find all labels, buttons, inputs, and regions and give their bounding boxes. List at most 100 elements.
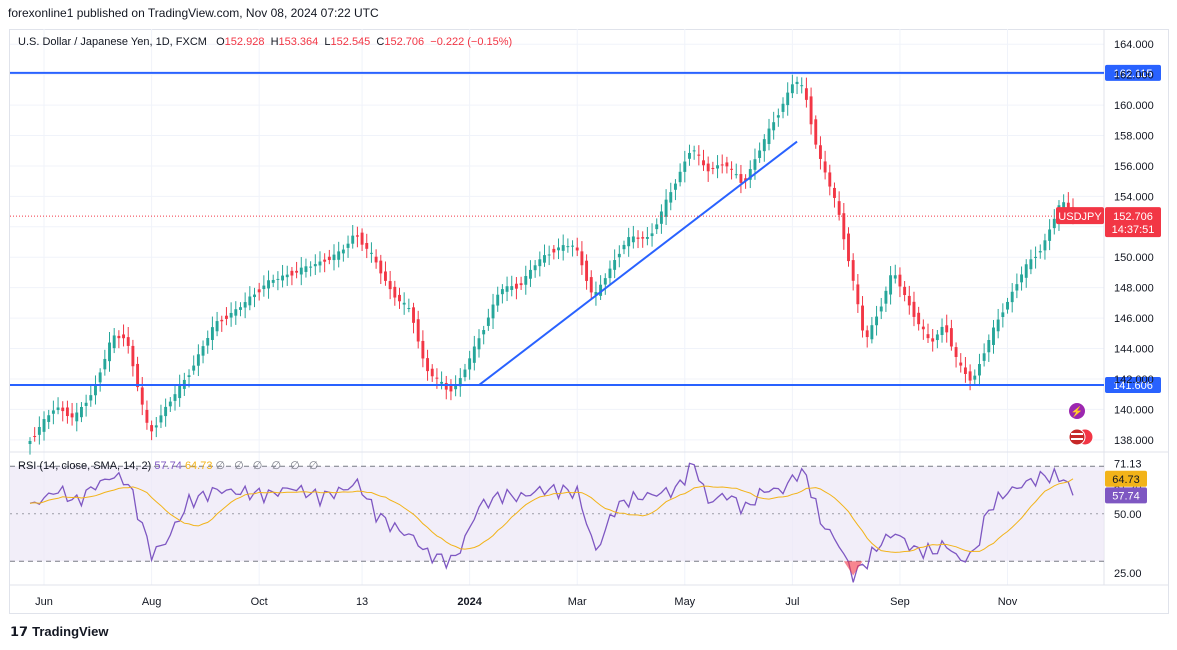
candle [318,261,322,266]
candle [711,167,715,169]
candle [327,256,331,261]
candle [285,274,289,278]
candle [150,425,154,432]
price-tick-label: 156.000 [1114,161,1154,173]
candle [879,306,883,312]
candle [463,369,467,378]
candle [533,265,537,271]
candle [491,304,495,319]
candle [477,338,481,350]
rsi-oversold-area [843,561,863,576]
current-price-label: 152.706 [1113,211,1153,223]
candle [959,362,963,366]
candle [42,419,46,432]
price-tick-label: 138.000 [1114,435,1154,447]
candle [688,152,691,159]
candle [954,347,958,357]
candle [304,266,308,272]
candle [725,162,729,167]
rsi-sma-line [29,478,1074,553]
candle [89,395,93,401]
time-tick-label: Sep [890,596,910,608]
time-tick-label: Nov [998,596,1018,608]
candle [786,92,790,106]
footer-brand[interactable]: 𝟭𝟳 TradingView [10,624,108,640]
candle [500,289,504,295]
candle [968,371,972,381]
candle [192,365,196,371]
candle [51,410,55,414]
candle [164,406,168,417]
candle [949,328,953,347]
candle [734,174,738,176]
countdown-label: 14:37:51 [1112,224,1155,236]
candle [594,291,598,296]
candle [837,201,841,215]
candle [692,150,696,152]
candle [444,383,448,390]
candle [673,183,677,190]
candle [978,364,981,376]
candle [678,171,682,183]
candle [220,319,224,322]
candle [982,353,986,361]
candle [384,271,387,281]
level-price-label: 141.606 [1113,380,1153,392]
candle [426,358,430,372]
candle [870,325,874,340]
level-price-tag [1105,376,1161,393]
candle [154,425,158,428]
rsi-tick-label: 71.13 [1114,459,1142,471]
candle [421,340,425,359]
lightning-event-icon-glyph: ⚡ [1071,405,1083,418]
candle [299,267,303,275]
candle [398,294,401,302]
candle [187,375,191,377]
rsi-title: RSI (14, close, SMA, 14, 2) [18,460,152,472]
candle [720,164,724,166]
candle [449,385,453,392]
candle [224,315,228,319]
candle [926,334,930,339]
candle [79,407,83,418]
time-tick-label: May [674,596,695,608]
candle [1034,256,1038,258]
candle [884,290,888,304]
ohlc-legend: U.S. Dollar / Japanese Yen, 1D, FXCM O15… [18,36,512,48]
candle [229,312,233,318]
candle [196,354,200,366]
flag-stripe [1071,433,1083,435]
candle [519,283,523,286]
published-caption: forexonline1 published on TradingView.co… [8,6,379,20]
price-tick-label: 144.000 [1114,344,1154,356]
candle [603,278,607,285]
open-key: O [216,36,225,48]
time-tick-label: Aug [142,596,162,608]
candle [865,330,869,338]
level-price-tag [1105,64,1161,81]
candle [369,252,373,254]
candle [388,281,392,290]
time-tick-label: Jun [35,596,53,608]
candle [804,88,808,100]
candle [468,358,472,370]
candle [435,377,439,379]
candle [608,268,612,279]
candle [772,122,776,131]
us-flag-icon [1068,428,1086,446]
candle [655,224,659,230]
candle [552,248,556,253]
rsi-sma-legend-value: 64.73 [184,460,213,472]
high-key: H [270,36,279,48]
candle [580,251,584,266]
current-price-tag [1105,207,1161,238]
candle [935,334,939,341]
time-tick-label: 2024 [457,596,482,608]
candle [996,319,1000,332]
candle [159,415,163,423]
rsi-tick-label: 25.00 [1114,568,1142,580]
candle [103,358,107,370]
candle [631,236,635,243]
candle [1052,218,1056,229]
